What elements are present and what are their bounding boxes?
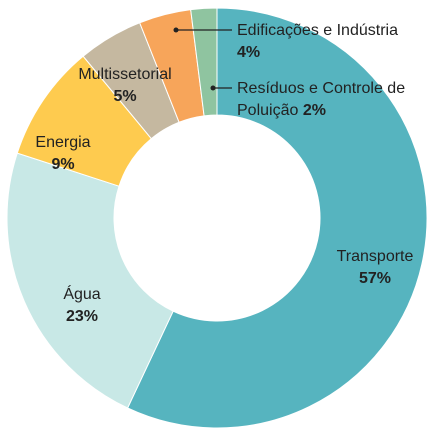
value-label: 2%	[302, 102, 326, 119]
category-name: Transporte	[336, 248, 414, 265]
value-label: 57%	[358, 270, 392, 287]
donut-segment	[6, 152, 174, 409]
segment-label: Água 23%	[2, 284, 162, 328]
donut-segment	[190, 7, 218, 117]
segment-label: Edificações e Indústria 4%	[237, 20, 398, 64]
segment-label: Resíduos e Controle de Poluição 2%	[237, 78, 427, 122]
leader-dot	[173, 27, 179, 33]
category-name: Energia	[35, 134, 91, 151]
category-name: Multissetorial	[78, 66, 172, 83]
donut-segment	[126, 7, 428, 429]
category-name: Resíduos e Controle de Poluição	[237, 80, 406, 119]
segment-label: Multissetorial 5%	[45, 64, 205, 108]
segment-label: Transporte 57%	[295, 246, 433, 290]
leader-dot	[210, 85, 216, 91]
value-label: 9%	[51, 156, 75, 173]
category-name: Água	[63, 286, 101, 303]
value-label: 5%	[113, 88, 137, 105]
value-label: 23%	[65, 308, 99, 325]
value-label: 4%	[237, 44, 261, 61]
category-name: Edificações e Indústria	[237, 22, 398, 39]
segment-label: Energia 9%	[0, 132, 143, 176]
